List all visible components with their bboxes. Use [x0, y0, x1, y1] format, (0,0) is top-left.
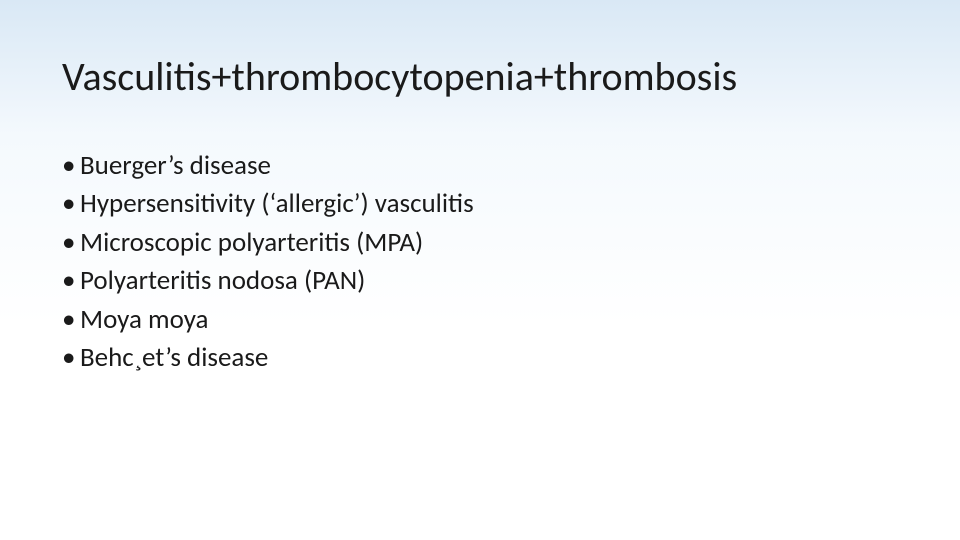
bullet-icon: • [62, 148, 80, 184]
list-item: • Polyarteritis nodosa (PAN) [62, 263, 474, 299]
slide-title: Vasculitis+thrombocytopenia+thrombosis [62, 52, 737, 101]
list-item: • Microscopic polyarteritis (MPA) [62, 225, 474, 261]
list-item-text: Hypersensitivity (‘allergic’) vasculitis [80, 186, 474, 222]
list-item-text: Microscopic polyarteritis (MPA) [80, 225, 474, 261]
list-item: • Behc¸et’s disease [62, 340, 474, 376]
bullet-icon: • [62, 340, 80, 376]
list-item: • Buerger’s disease [62, 148, 474, 184]
list-item-text: Moya moya [80, 302, 474, 338]
slide-body: • Buerger’s disease • Hypersensitivity (… [62, 148, 474, 379]
list-item-text: Buerger’s disease [80, 148, 474, 184]
list-item-text: Polyarteritis nodosa (PAN) [80, 263, 474, 299]
bullet-icon: • [62, 186, 80, 222]
list-item: • Hypersensitivity (‘allergic’) vasculit… [62, 186, 474, 222]
list-item: • Moya moya [62, 302, 474, 338]
bullet-icon: • [62, 263, 80, 299]
bullet-icon: • [62, 225, 80, 261]
slide: Vasculitis+thrombocytopenia+thrombosis •… [0, 0, 960, 540]
bullet-icon: • [62, 302, 80, 338]
list-item-text: Behc¸et’s disease [80, 340, 474, 376]
